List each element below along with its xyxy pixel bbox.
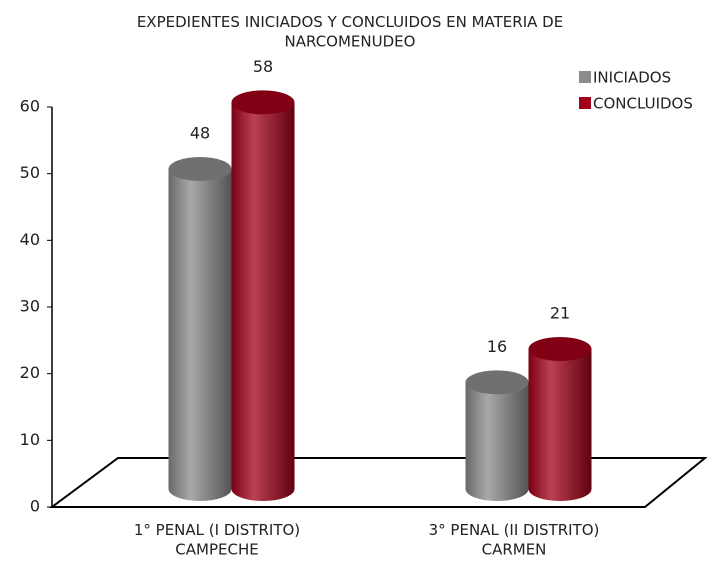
bar (168, 157, 232, 501)
x-tick-label: 1° PENAL (I DISTRITO) CAMPECHE (134, 521, 300, 559)
y-tick-label: 30 (20, 297, 40, 316)
floor (48, 457, 707, 508)
data-label: 16 (487, 337, 507, 356)
bar (231, 90, 295, 501)
bar (528, 337, 592, 501)
legend-swatch (579, 97, 591, 109)
data-label: 58 (253, 57, 273, 76)
y-tick-label: 0 (30, 497, 40, 516)
y-tick-label: 10 (20, 430, 40, 449)
y-tick-label: 20 (20, 363, 40, 382)
data-label: 48 (190, 124, 210, 143)
x-tick-label: 3° PENAL (II DISTRITO) CARMEN (429, 521, 600, 559)
legend-swatch (579, 71, 591, 83)
y-tick-label: 50 (20, 163, 40, 182)
bar (465, 370, 529, 501)
legend-label: CONCLUIDOS (593, 95, 693, 113)
y-tick-label: 60 (20, 97, 40, 116)
legend-label: INICIADOS (593, 69, 671, 87)
chart-title: EXPEDIENTES INICIADOS Y CONCLUIDOS EN MA… (137, 13, 563, 51)
y-tick-label: 40 (20, 230, 40, 249)
data-label: 21 (550, 304, 570, 323)
